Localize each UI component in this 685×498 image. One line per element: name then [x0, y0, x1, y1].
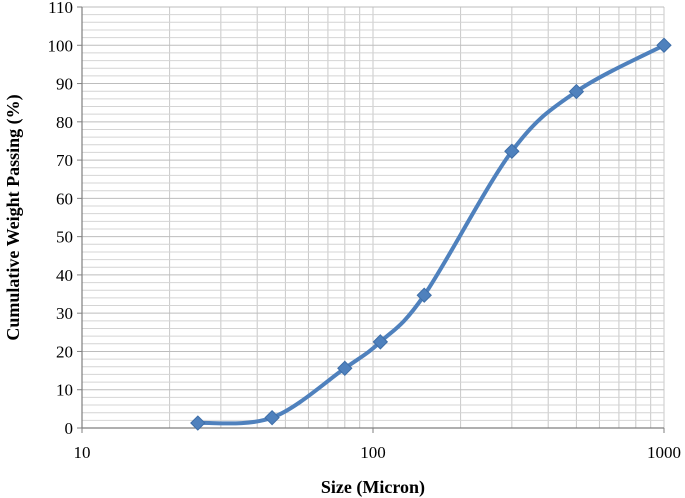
- axes: [77, 6, 665, 433]
- vertical-gridlines: [169, 7, 665, 428]
- data-point-marker: [264, 409, 280, 426]
- y-tick-label: 0: [65, 419, 74, 438]
- x-tick-labels: 10 100 1000: [74, 443, 682, 462]
- series-line: [195, 43, 666, 426]
- horizontal-gridlines: [82, 6, 664, 421]
- data-point-marker: [372, 334, 389, 350]
- y-tick-label: 60: [56, 189, 73, 208]
- y-tick-label: 70: [56, 151, 73, 170]
- x-tick-label: 10: [74, 443, 91, 462]
- data-point-marker: [190, 415, 206, 431]
- data-point-marker: [504, 143, 520, 159]
- y-tick-label: 110: [48, 0, 73, 17]
- y-axis-title: Cumulative Weight Passing (%): [3, 94, 24, 340]
- y-tick-label: 50: [56, 228, 73, 247]
- data-point-marker: [656, 37, 672, 53]
- data-point-marker: [337, 360, 353, 377]
- x-tick-label: 100: [360, 443, 386, 462]
- data-point-marker: [568, 83, 585, 100]
- y-tick-label: 40: [56, 266, 73, 285]
- x-tick-label: 1000: [647, 443, 681, 462]
- y-tick-label: 10: [56, 381, 73, 400]
- y-tick-label: 80: [56, 113, 73, 132]
- y-tick-label: 100: [48, 36, 74, 55]
- data-point-marker: [416, 287, 432, 303]
- y-tick-labels: 0 10 20 30 40 50 60 70 80 90 100 110: [48, 0, 74, 438]
- series-layer: [190, 37, 672, 431]
- y-tick-label: 20: [56, 342, 73, 361]
- y-tick-label: 90: [56, 75, 73, 94]
- y-tick-label: 30: [56, 304, 73, 323]
- x-axis-title: Size (Micron): [321, 477, 425, 498]
